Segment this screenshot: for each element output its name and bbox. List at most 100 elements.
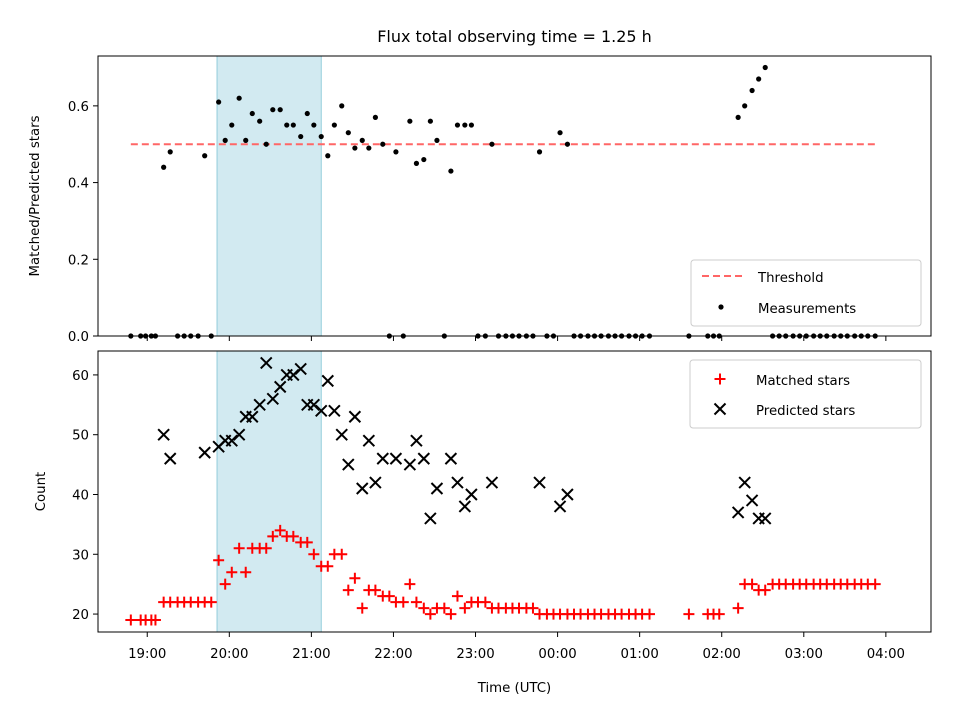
bottom-y-axis: 20 30 40 50 60 [72, 369, 98, 623]
y-tick-label: 0.6 [68, 100, 89, 115]
predicted-star-point [362, 434, 376, 447]
legend-measurements-label: Measurements [758, 302, 856, 317]
predicted-star-point [266, 392, 280, 406]
matched-star-point [149, 614, 161, 626]
measurement-point [229, 122, 235, 128]
measurement-point [243, 137, 249, 143]
top-axes-frame [97, 55, 932, 337]
chart-title: Flux total observing time = 1.25 h [377, 27, 652, 46]
matched-star-point [274, 524, 286, 536]
matched-star-point [125, 614, 137, 626]
measurement-point [167, 149, 173, 155]
measurement-point [427, 118, 433, 124]
measurement-point [462, 122, 468, 128]
predicted-star-point [294, 362, 307, 376]
predicted-star-point [561, 488, 574, 501]
predicted-star-point [260, 356, 273, 370]
observing-window-shade [216, 350, 322, 633]
matched-star-point [205, 596, 217, 608]
matched-star-point [342, 584, 354, 596]
matched-star-point [260, 542, 272, 554]
measurement-point [762, 64, 768, 71]
predicted-star-point [430, 482, 444, 495]
matched-star-point [418, 602, 430, 614]
matched-star-point [404, 578, 416, 590]
y-tick-label: 50 [72, 429, 89, 444]
matched-star-point [301, 536, 313, 548]
measurement-point [263, 141, 269, 147]
measurement-point [352, 145, 358, 151]
top-y-axis: 0.0 0.2 0.4 0.6 [68, 100, 98, 345]
measurement-point [318, 133, 324, 140]
matched-star-point [424, 608, 436, 620]
predicted-star-point [328, 404, 341, 417]
measurement-point [311, 122, 317, 128]
observing-window-shade [216, 55, 322, 337]
measurement-point [345, 130, 351, 136]
measurement-point [489, 141, 495, 147]
matched-star-point [308, 548, 320, 560]
measurement-point [284, 122, 290, 128]
legend-predicted-marker [713, 402, 727, 416]
top-legend-box [690, 259, 922, 327]
matched-star-point [240, 566, 252, 578]
measurement-point [304, 110, 310, 117]
x-tick-label: 01:00 [620, 647, 658, 662]
predicted-star-point [157, 428, 170, 441]
y-tick-label: 40 [72, 488, 89, 503]
measurement-point [331, 122, 337, 128]
y-tick-label: 30 [72, 548, 89, 563]
matched-star-point [451, 590, 463, 602]
matched-star-point [322, 560, 334, 572]
matched-star-point [732, 602, 744, 614]
measurement-point [290, 122, 296, 128]
x-tick-label: 23:00 [456, 647, 494, 662]
measurement-point [448, 168, 454, 174]
matched-star-point [356, 602, 368, 614]
matched-star-point [369, 584, 381, 596]
predicted-star-point [369, 476, 382, 489]
x-tick-label: 03:00 [785, 647, 823, 662]
x-axis-label: Time (UTC) [477, 681, 552, 696]
predicted-star-point [410, 434, 423, 447]
legend-measurement-swatch [718, 304, 724, 310]
bottom-legend-box [689, 359, 922, 429]
x-tick-label: 00:00 [538, 647, 576, 662]
matched-star-point [759, 584, 771, 596]
legend-matched-marker [714, 373, 726, 385]
predicted-star-point [246, 410, 259, 423]
matched-star-point [683, 608, 695, 620]
measurement-point [421, 156, 427, 163]
matched-star-point [213, 554, 225, 566]
measurement-point [236, 95, 242, 101]
matched-star-point [869, 578, 881, 590]
predicted-star-point [253, 398, 266, 412]
measurement-point [222, 137, 228, 143]
bottom-y-axis-label: Count [34, 472, 49, 512]
measurement-point [564, 141, 571, 147]
y-tick-label: 20 [72, 608, 89, 623]
matched-star-point [713, 608, 725, 620]
predicted-star-point [356, 482, 369, 495]
legend-matched-swatch [714, 373, 726, 385]
predicted-star-point [745, 494, 759, 507]
measurement-point [380, 141, 386, 147]
matched-star-point [445, 608, 457, 620]
predicted-star-point [553, 500, 567, 513]
legend-matched-label: Matched stars [756, 374, 850, 389]
matched-star-point [527, 602, 539, 614]
measurement-point [407, 118, 413, 124]
predicted-star-point [458, 500, 472, 513]
matched-star-point [233, 542, 245, 554]
predicted-star-point [451, 476, 464, 489]
matched-stars-points [125, 524, 881, 626]
measurement-point [216, 99, 222, 105]
top-x-ticks [146, 336, 887, 341]
flux-ratio-panel: 0.0 0.2 0.4 0.6 Flux total observing time =… [28, 27, 932, 345]
measurement-point [557, 130, 563, 136]
matched-star-point [746, 578, 758, 590]
measurement-point [434, 137, 440, 143]
bottom-axes-frame [97, 350, 932, 633]
predicted-star-point [403, 458, 417, 471]
